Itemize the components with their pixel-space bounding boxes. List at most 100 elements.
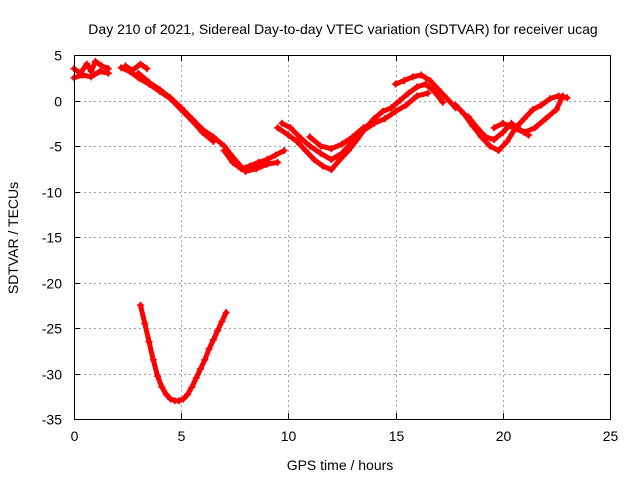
data-point xyxy=(495,147,503,155)
data-point xyxy=(409,73,417,81)
y-tick-label: 0 xyxy=(54,94,62,110)
data-point xyxy=(490,136,498,144)
series-arc-4 xyxy=(121,60,151,74)
data-point xyxy=(392,107,400,115)
data-point xyxy=(338,140,346,148)
data-point xyxy=(91,57,99,65)
data-point xyxy=(327,145,335,153)
data-point xyxy=(417,71,425,79)
data-point xyxy=(338,149,346,157)
data-point xyxy=(426,76,434,84)
data-point xyxy=(499,119,507,127)
data-point xyxy=(297,135,305,143)
y-tick-label: -25 xyxy=(42,321,62,337)
data-point xyxy=(413,92,421,100)
data-point xyxy=(387,104,395,112)
x-tick-label: 20 xyxy=(496,428,512,444)
data-point xyxy=(83,60,91,68)
data-point xyxy=(349,133,357,141)
y-tick-label: 5 xyxy=(54,48,62,64)
data-point xyxy=(284,131,292,139)
data-point xyxy=(192,374,200,382)
data-point xyxy=(201,356,209,364)
y-tick-label: -20 xyxy=(42,276,62,292)
data-point xyxy=(166,94,174,102)
series-trace xyxy=(123,61,150,73)
y-tick-label: -5 xyxy=(50,139,63,155)
data-point xyxy=(327,156,335,164)
data-point xyxy=(473,124,481,132)
data-point xyxy=(162,390,170,398)
series-arc-6 xyxy=(220,147,288,173)
data-point xyxy=(310,156,318,164)
data-point xyxy=(464,113,472,121)
data-point xyxy=(317,149,325,157)
data-point xyxy=(196,365,204,373)
data-point xyxy=(460,110,468,118)
data-point xyxy=(179,395,187,403)
series-arc-5 xyxy=(134,69,282,175)
data-point xyxy=(280,147,288,155)
data-point xyxy=(381,115,389,123)
series-trace xyxy=(138,302,229,404)
data-point xyxy=(177,104,185,112)
data-point xyxy=(229,158,237,166)
data-point xyxy=(117,64,125,72)
data-point xyxy=(306,142,314,150)
data-point xyxy=(302,147,310,155)
data-point xyxy=(199,126,207,134)
data-point xyxy=(400,76,408,84)
data-point xyxy=(188,115,196,123)
data-point xyxy=(520,115,528,123)
y-axis-title: SDTVAR / TECUs xyxy=(5,182,21,294)
data-point xyxy=(136,301,144,309)
series-arc-13 xyxy=(490,92,567,136)
data-point xyxy=(482,133,490,141)
data-point xyxy=(184,390,192,398)
data-point xyxy=(188,383,196,391)
data-point xyxy=(154,372,162,380)
data-point xyxy=(413,83,421,91)
data-point xyxy=(546,95,554,103)
data-point xyxy=(278,119,286,127)
data-point xyxy=(443,95,451,103)
data-point xyxy=(439,98,447,106)
data-point xyxy=(317,142,325,150)
data-point xyxy=(205,345,213,353)
data-point xyxy=(96,67,104,75)
data-point xyxy=(293,137,301,145)
data-point xyxy=(237,165,245,173)
data-point xyxy=(156,86,164,94)
data-point xyxy=(87,73,95,81)
data-point xyxy=(128,66,136,74)
data-point xyxy=(158,383,166,391)
data-point xyxy=(121,62,129,70)
data-point xyxy=(143,65,151,73)
data-point xyxy=(499,128,507,136)
y-tick-label: -15 xyxy=(42,230,62,246)
data-point xyxy=(404,89,412,97)
data-point xyxy=(220,147,228,155)
data-point xyxy=(486,142,494,150)
x-tick-label: 10 xyxy=(281,428,297,444)
data-point xyxy=(434,86,442,94)
x-axis-title: GPS time / hours xyxy=(287,457,394,473)
data-point xyxy=(246,162,254,170)
data-point xyxy=(272,151,280,159)
data-point xyxy=(370,119,378,127)
series-arc-8 xyxy=(278,89,432,164)
data-point xyxy=(214,327,222,335)
data-point xyxy=(531,124,539,132)
data-point xyxy=(422,80,430,88)
data-point xyxy=(166,395,174,403)
data-point xyxy=(452,101,460,109)
data-point xyxy=(306,133,314,141)
data-point xyxy=(209,133,217,141)
data-point xyxy=(520,128,528,136)
series-arc-9 xyxy=(306,119,378,153)
data-point xyxy=(424,89,432,97)
series-arc-10 xyxy=(392,71,460,112)
data-point xyxy=(529,106,537,114)
data-point xyxy=(430,87,438,95)
x-tick-label: 25 xyxy=(603,428,619,444)
